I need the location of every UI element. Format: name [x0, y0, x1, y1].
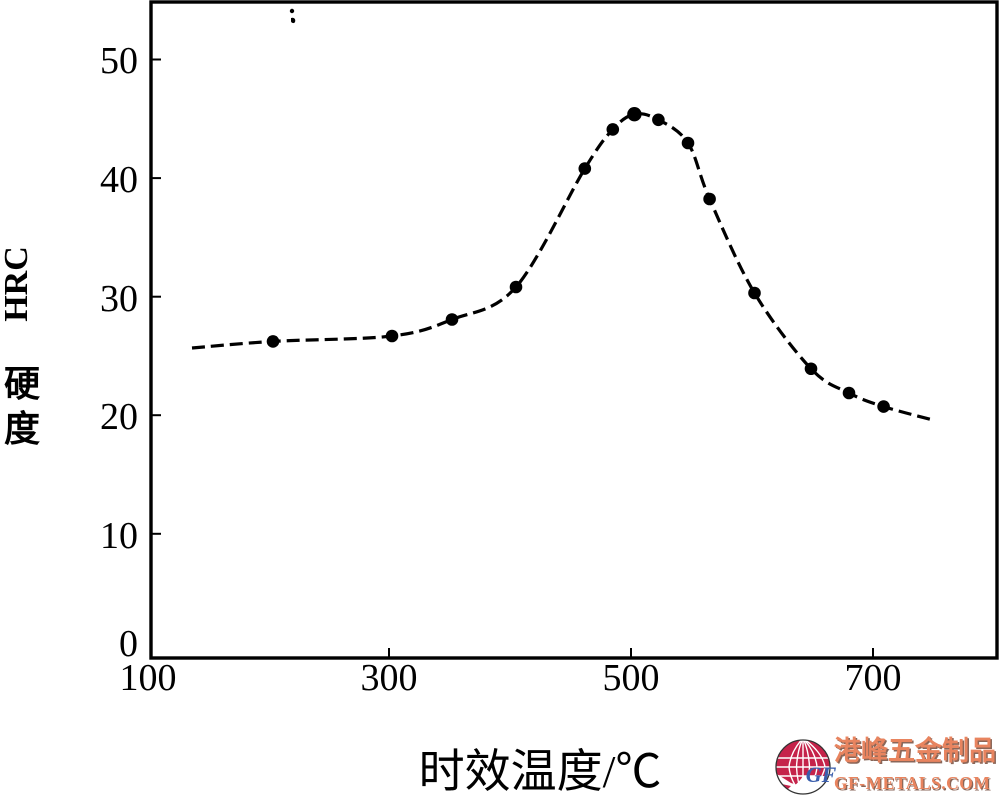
svg-text:20: 20	[100, 396, 138, 438]
svg-text:300: 300	[361, 657, 418, 699]
svg-text:港峰五金制品: 港峰五金制品	[834, 735, 996, 766]
svg-text:40: 40	[100, 159, 138, 201]
svg-text:GF: GF	[806, 762, 837, 787]
svg-text:硬: 硬	[4, 364, 40, 404]
svg-text:30: 30	[100, 278, 138, 320]
svg-text:500: 500	[603, 657, 660, 699]
svg-text:时效温度/℃: 时效温度/℃	[419, 746, 662, 797]
svg-text:50: 50	[100, 40, 138, 82]
svg-text:度: 度	[4, 409, 40, 449]
svg-text:10: 10	[100, 515, 138, 557]
svg-text:100: 100	[120, 657, 177, 699]
svg-text:HRC: HRC	[0, 246, 35, 322]
svg-text:700: 700	[845, 657, 902, 699]
svg-text:GF-METALS.COM: GF-METALS.COM	[834, 773, 990, 793]
